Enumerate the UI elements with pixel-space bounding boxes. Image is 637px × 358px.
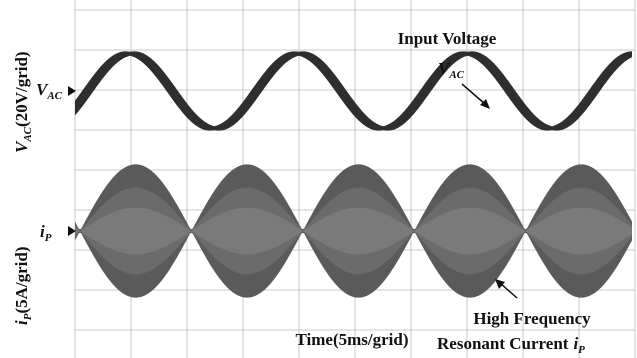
current-marker-arrow xyxy=(68,226,76,236)
current-annotation-line1: High Frequency xyxy=(473,309,591,328)
current-annotation-line2: Resonant Current iP xyxy=(437,334,585,356)
voltage-trace xyxy=(75,51,632,131)
waveform-traces xyxy=(75,51,632,298)
current-marker-label: iP xyxy=(40,222,52,244)
x-axis-label: Time(5ms/grid) xyxy=(295,330,408,349)
current-trace-inner-band xyxy=(75,207,632,255)
voltage-arrow xyxy=(461,83,490,109)
current-axis-label: iP(5A/grid) xyxy=(12,246,34,325)
voltage-marker-label: VAC xyxy=(36,80,63,102)
voltage-axis-label: VAC(20V/grid) xyxy=(12,51,34,153)
voltage-heading: Input Voltage xyxy=(398,29,497,48)
voltage-marker-arrow xyxy=(68,86,76,96)
voltage-annotation: VAC xyxy=(438,59,465,81)
current-arrow xyxy=(495,279,518,299)
